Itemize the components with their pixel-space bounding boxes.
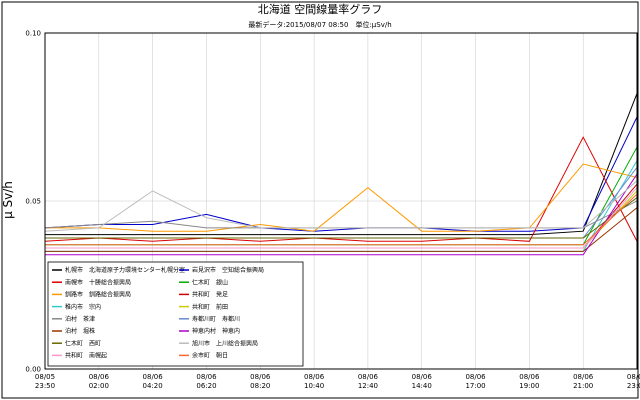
x-tick-date: 08/06 [627,373,640,381]
x-tick-date: 08/05 [35,373,55,381]
series-line [45,173,638,256]
legend-entry: 南幌市 十勝総合振興局 [65,278,131,286]
legend-box [47,261,304,367]
x-tick-date: 08/06 [519,373,540,381]
x-tick-date: 08/06 [358,373,379,381]
x-tick-time: 14:40 [412,382,432,390]
series-line [44,116,638,232]
series-line [45,93,638,236]
series-line [45,197,638,239]
y-tick-label: 0.00 [25,366,41,374]
legend-entry: 釧路市 釧路総合振興局 [65,291,131,299]
x-tick-date: 08/06 [573,373,594,381]
x-tick-time: 10:40 [304,382,324,390]
x-tick-date: 08/06 [304,373,325,381]
y-tick-label: 0.10 [25,30,41,38]
y-tick-label: 0.05 [25,198,41,206]
x-tick-time: 23:50 [35,382,55,390]
series-line [44,180,638,232]
legend-entry: 共和町 前田 [192,303,228,311]
legend-entry: 泊村 茶津 [65,315,95,323]
chart-subtitle: 最新データ:2015/08/07 08:50 単位:μSv/h [248,20,391,29]
x-tick-time: 04:20 [143,382,163,390]
series-line [45,163,638,232]
x-tick-time: 06:20 [196,382,216,390]
series-line [45,207,638,252]
legend-entry: 神恵内村 神恵内 [192,327,240,335]
x-tick-time: 02:00 [89,382,109,390]
legend-entry: 札幌市 北海道原子力環境センター札幌分室 [65,266,185,274]
plot-area-frame [44,32,638,370]
x-tick-time: 21:00 [573,382,593,390]
x-tick-date: 08/06 [465,373,486,381]
y-axis-label: μ Sv/h [1,181,15,219]
legend-entry: 旭川市 上川総合振興局 [192,339,258,347]
x-tick-date: 08/06 [412,373,433,381]
x-tick-date: 08/06 [250,373,271,381]
axis-ticks: 0.000.050.1008/0523:5008/0602:0008/0604:… [25,30,640,391]
legend-entry: 稚内市 宗内 [65,303,101,311]
series-line [45,187,638,249]
series-line [44,136,638,242]
legend-entry: 共和町 南幌起 [65,352,107,360]
x-tick-time: 23:00 [627,382,640,390]
series-line [45,193,638,246]
legend-entry: 泊村 堀株 [65,327,95,335]
x-tick-date: 08/06 [196,373,217,381]
legend-entry: 岩見沢市 空知総合振興局 [192,266,264,274]
x-tick-date: 08/06 [143,373,164,381]
legend-entry: 余市町 朝日 [192,352,228,360]
chart-title: 北海道 空間線量率グラフ [258,2,383,16]
series-lines [44,93,638,256]
legend-entry: 仁木町 銀山 [192,278,228,286]
legend-entry: 共和町 発足 [192,291,228,299]
legend-entry: 寿都川町 寿都川 [192,315,240,323]
x-tick-time: 17:00 [465,382,485,390]
x-tick-date: 08/06 [89,373,110,381]
x-tick-time: 12:40 [358,382,378,390]
x-tick-time: 08:20 [250,382,270,390]
x-tick-time: 19:00 [519,382,539,390]
legend-entry: 仁木町 西町 [65,339,101,347]
